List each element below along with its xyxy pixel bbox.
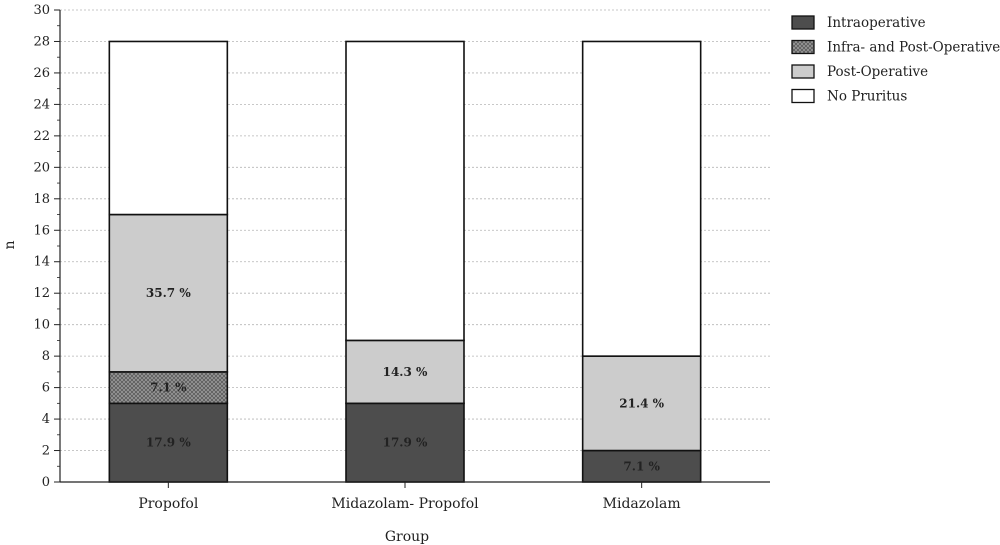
y-tick-label: 12 bbox=[33, 286, 50, 301]
bar-segment bbox=[581, 40, 702, 357]
segment-data-label: 7.1 % bbox=[150, 381, 187, 395]
y-tick-label: 26 bbox=[33, 66, 50, 81]
bars: 17.9 % 7.1 % 35.7 % 17.9 % 14.3 % 7.1 % 21.4 % bbox=[108, 40, 702, 483]
legend-label: No Pruritus bbox=[827, 89, 907, 105]
y-tick-label: 22 bbox=[33, 129, 50, 144]
segment-data-label: 7.1 % bbox=[623, 459, 660, 473]
bar-segment bbox=[345, 402, 465, 483]
legend-label: Infra- and Post-Operative bbox=[827, 40, 1000, 56]
bar-segment bbox=[345, 40, 465, 342]
bar-segment bbox=[581, 449, 702, 483]
bar-segment bbox=[581, 355, 702, 452]
y-tick-label: 4 bbox=[42, 412, 50, 427]
y-axis-title: n bbox=[2, 240, 18, 249]
y-tick-label: 14 bbox=[33, 255, 50, 270]
bar-segment bbox=[345, 339, 465, 405]
y-tick-label: 28 bbox=[33, 34, 50, 49]
y-tick-label: 30 bbox=[33, 3, 50, 18]
y-tick-label: 20 bbox=[33, 160, 50, 175]
legend-swatch bbox=[791, 15, 815, 30]
bar-segment bbox=[108, 40, 229, 216]
y-tick-label: 2 bbox=[42, 444, 50, 459]
legend-swatch bbox=[791, 39, 815, 55]
bar-segment bbox=[108, 371, 229, 405]
bar-segment bbox=[108, 402, 229, 483]
segment-data-label: 14.3 % bbox=[383, 365, 428, 379]
x-category-label: Propofol bbox=[138, 496, 199, 512]
x-category-label: Midazolam- Propofol bbox=[331, 496, 479, 512]
y-tick-label: 24 bbox=[33, 97, 50, 112]
segment-data-label: 35.7 % bbox=[146, 286, 191, 300]
x-category-label: Midazolam bbox=[603, 496, 681, 512]
y-tick-label: 0 bbox=[42, 475, 50, 490]
legend-swatch bbox=[791, 64, 815, 79]
y-tick-label: 16 bbox=[33, 223, 50, 238]
legend-swatch bbox=[791, 88, 815, 104]
segment-data-label: 21.4 % bbox=[619, 396, 664, 410]
x-axis-title: Group bbox=[385, 529, 429, 545]
segment-data-label: 17.9 % bbox=[383, 436, 428, 450]
y-tick-label: 10 bbox=[33, 318, 50, 333]
y-tick-label: 6 bbox=[42, 381, 50, 396]
y-tick-label: 18 bbox=[33, 192, 50, 207]
y-tick-label: 8 bbox=[42, 349, 50, 364]
segment-data-label: 17.9 % bbox=[146, 436, 191, 450]
legend: Intraoperative Infra- and Post-Operative P… bbox=[791, 15, 1000, 105]
legend-label: Intraoperative bbox=[827, 15, 926, 31]
legend-label: Post-Operative bbox=[827, 64, 928, 80]
